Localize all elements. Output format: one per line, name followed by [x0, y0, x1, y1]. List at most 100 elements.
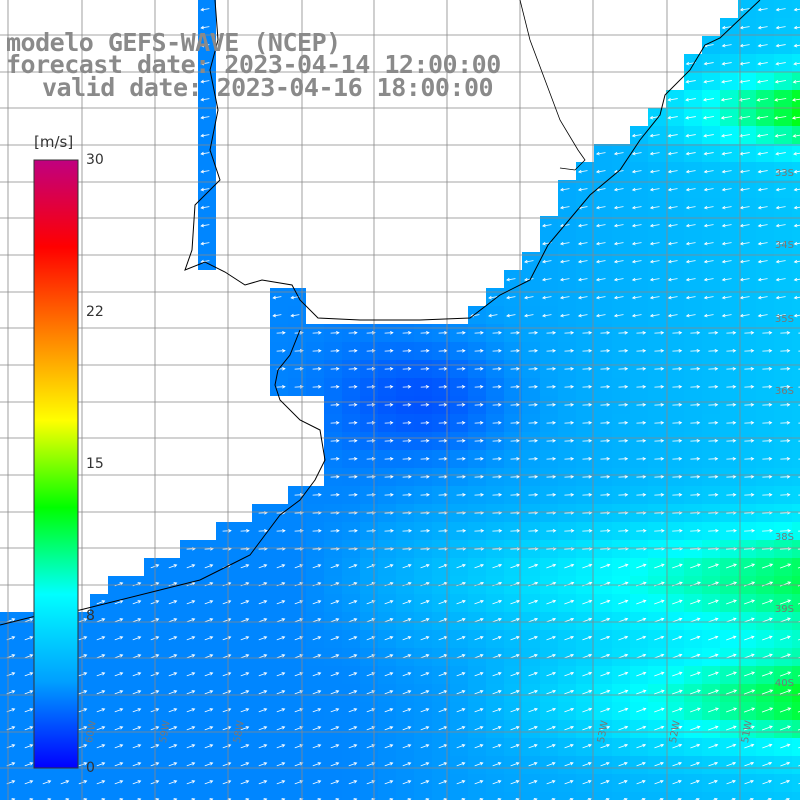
wind-arrow-head — [769, 671, 774, 675]
wind-arrow — [330, 690, 339, 695]
wind-arrow-head — [245, 690, 250, 694]
wind-arrow-head — [480, 617, 484, 622]
wind-arrow-head — [703, 241, 708, 246]
wind-arrow-head — [751, 563, 756, 567]
wind-arrow — [276, 618, 285, 623]
wind-arrow-head — [209, 762, 214, 766]
wind-arrow — [654, 690, 665, 695]
wind-arrow-head — [642, 761, 646, 766]
wind-arrow-head — [516, 635, 520, 640]
wind-arrow-head — [714, 493, 719, 497]
wind-arrow-head — [769, 707, 774, 711]
wind-arrow-head — [191, 618, 196, 622]
wind-arrow — [240, 780, 249, 785]
wind-arrow-head — [498, 385, 502, 389]
wind-arrow — [528, 744, 538, 749]
wind-arrow-head — [209, 708, 214, 712]
wind-arrow-head — [787, 599, 792, 603]
wind-arrow — [632, 314, 642, 317]
wind-arrow-head — [425, 708, 430, 712]
wind-arrow-head — [389, 672, 394, 676]
wind-arrow-head — [660, 761, 664, 766]
wind-arrow — [650, 224, 660, 227]
colorbar-unit: [m/s] — [34, 133, 74, 151]
wind-arrow — [240, 744, 249, 749]
wind-arrow-head — [407, 439, 412, 443]
wind-arrow-head — [660, 779, 664, 784]
wind-arrow-head — [461, 385, 466, 389]
wind-arrow-head — [534, 367, 538, 371]
wind-arrow — [694, 798, 700, 800]
wind-arrow-head — [606, 617, 611, 622]
wind-arrow-head — [768, 331, 773, 335]
wind-arrow-head — [155, 618, 160, 622]
wind-arrow-head — [533, 780, 538, 784]
wind-arrow-head — [667, 133, 672, 138]
wind-arrow-head — [137, 690, 142, 694]
wind-arrow-head — [606, 475, 611, 479]
colorbar-gradient — [33, 159, 79, 769]
wind-arrow-head — [606, 635, 611, 640]
wind-arrow — [402, 600, 412, 605]
wind-arrow — [618, 762, 628, 767]
wind-arrow-head — [714, 761, 719, 766]
wind-arrow — [114, 726, 123, 731]
wind-arrow-head — [642, 653, 647, 658]
wind-arrow — [298, 798, 303, 800]
colorbar — [33, 159, 79, 769]
wind-arrow-head — [739, 25, 744, 30]
wind-arrow — [636, 708, 646, 713]
wind-arrow — [560, 278, 570, 281]
wind-arrow — [672, 780, 682, 785]
wind-arrow — [793, 62, 800, 65]
wind-arrow-head — [660, 493, 665, 497]
wind-arrow-head — [119, 798, 124, 800]
wind-arrow — [600, 600, 610, 605]
wind-arrow — [743, 599, 755, 605]
wind-arrow-head — [29, 672, 34, 676]
wind-arrow — [654, 708, 665, 713]
wind-arrow-head — [534, 475, 539, 479]
wind-arrow-head — [660, 743, 665, 748]
wind-arrow — [510, 672, 520, 677]
wind-arrow-head — [577, 241, 582, 246]
wind-arrow — [672, 548, 683, 550]
wind-arrow-head — [685, 169, 690, 174]
wind-arrow-head — [282, 367, 286, 371]
wind-arrow-head — [506, 295, 510, 300]
wind-arrow — [528, 654, 538, 659]
wind-arrow — [600, 690, 610, 695]
wind-arrow-head — [750, 493, 755, 497]
wind-arrow — [222, 654, 231, 659]
wind-speed-cell — [288, 792, 306, 800]
wind-arrow-head — [245, 564, 250, 568]
wind-arrow-head — [281, 654, 286, 658]
wind-arrow-head — [577, 259, 582, 264]
wind-arrow-head — [390, 331, 394, 335]
wind-arrow — [758, 44, 768, 47]
wind-arrow-head — [552, 563, 557, 568]
wind-arrow-head — [497, 744, 502, 748]
wind-arrow-head — [678, 743, 683, 748]
wind-arrow — [744, 530, 755, 532]
wind-arrow-head — [552, 421, 556, 425]
wind-arrow — [204, 672, 213, 677]
wind-arrow-head — [407, 421, 412, 425]
wind-arrow — [204, 654, 213, 659]
wind-arrow-head — [756, 98, 761, 102]
wind-arrow-head — [263, 762, 268, 766]
wind-arrow-head — [605, 779, 610, 784]
wind-arrow-head — [155, 744, 160, 748]
wind-arrow-head — [588, 439, 593, 443]
wind-arrow-head — [769, 528, 774, 533]
wind-arrow-head — [516, 475, 521, 479]
wind-arrow — [370, 798, 375, 800]
wind-arrow-head — [191, 780, 196, 784]
wind-arrow — [564, 600, 574, 605]
wind-arrow — [294, 600, 303, 605]
wind-arrow-head — [155, 582, 160, 586]
wind-arrow — [704, 152, 714, 155]
wind-arrow-head — [570, 403, 575, 407]
wind-arrow — [492, 636, 502, 641]
wind-arrow — [406, 798, 411, 800]
